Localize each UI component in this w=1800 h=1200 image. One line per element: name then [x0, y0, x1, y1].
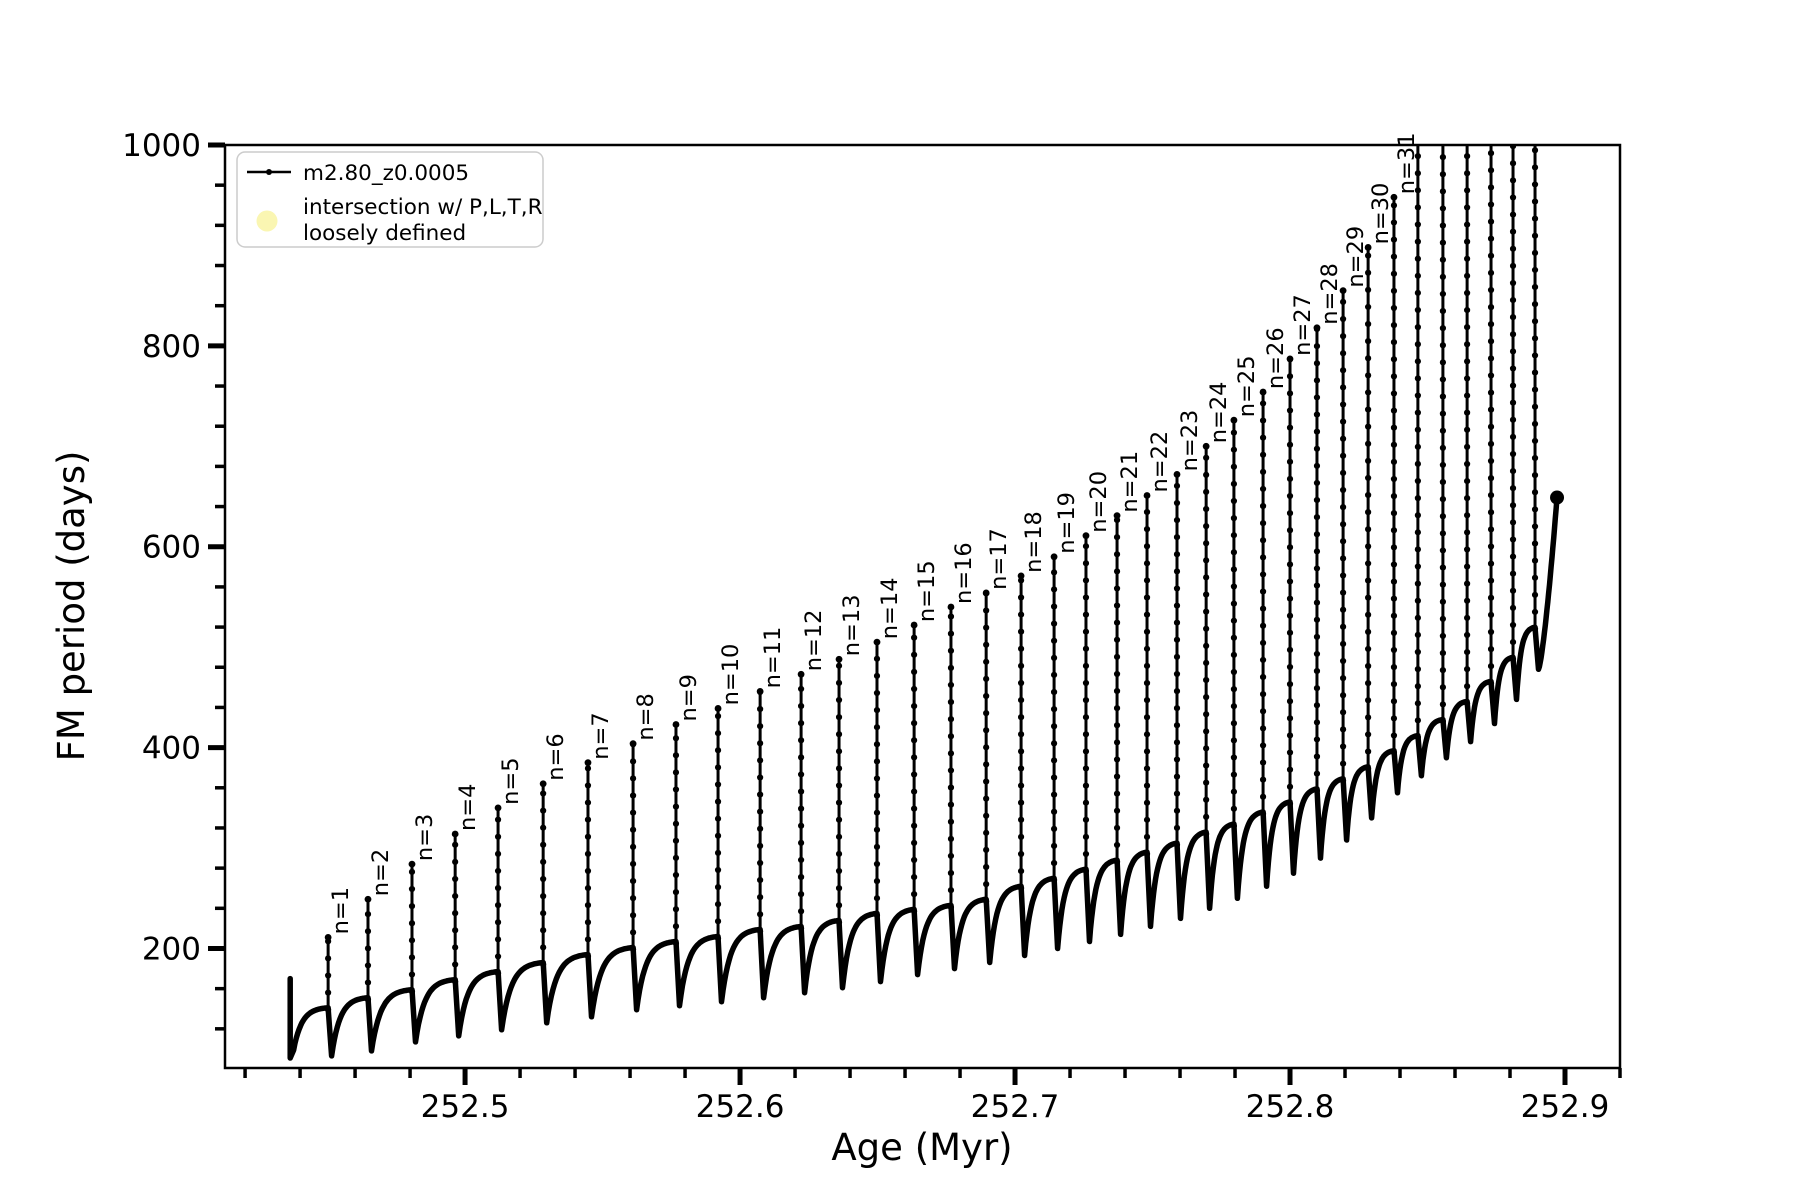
data-series	[287, 144, 1565, 1061]
legend-intersection-marker-icon	[256, 210, 278, 232]
legend-dot-marker	[266, 169, 272, 175]
track-end-point	[1550, 490, 1565, 505]
x-tick-label: 252.7	[971, 1089, 1060, 1125]
spike-top-marker	[1143, 492, 1151, 499]
y-tick-label: 1000	[122, 128, 201, 164]
spike-label: n=4	[455, 784, 481, 831]
spike-label: n=14	[877, 577, 903, 639]
spike-label: n=7	[588, 712, 614, 759]
spike-label: n=23	[1177, 410, 1203, 472]
legend-entry-intersection-line2: loosely defined	[303, 221, 466, 246]
spike-top-marker	[910, 621, 918, 629]
spike-label: n=13	[839, 594, 865, 656]
spike-top-marker	[584, 759, 592, 767]
spike-top-marker	[947, 603, 955, 611]
spike-label: n=10	[718, 644, 744, 706]
spike-label: n=18	[1021, 511, 1047, 573]
spike-top-marker	[835, 655, 843, 663]
spike-top-marker	[1339, 287, 1347, 295]
spike-label: n=6	[543, 733, 569, 780]
axis-ticks	[208, 142, 1622, 1085]
spike-top-marker	[1364, 244, 1372, 251]
spike-top-marker	[1017, 572, 1025, 580]
spike-top-marker	[756, 687, 764, 695]
spike-label: n=26	[1263, 327, 1289, 389]
x-tick-label: 252.6	[696, 1089, 785, 1125]
spike-label: n=12	[801, 610, 827, 672]
spike-top-marker	[629, 740, 637, 747]
spike-top-marker	[873, 638, 881, 646]
spike-top-marker	[1082, 532, 1090, 540]
axis-tick-labels: 252.5 252.6 252.7 252.8 252.9 200 400 600 800 100…	[122, 128, 1609, 1125]
spike-top-marker	[539, 780, 547, 788]
legend-box	[236, 151, 544, 248]
spike-top-marker	[408, 860, 416, 868]
spike-label: n=17	[986, 528, 1012, 590]
spike-top-marker	[1113, 512, 1121, 520]
spike-top-marker	[324, 934, 332, 941]
spike-top-marker	[714, 705, 722, 712]
spike-label: n=21	[1117, 451, 1143, 513]
spike-top-marker	[1202, 442, 1210, 450]
spike-label: n=11	[760, 627, 786, 689]
spike-label: n=31	[1394, 132, 1420, 194]
spike-label: n=1	[328, 887, 354, 934]
spike-label: n=5	[498, 757, 524, 804]
x-tick-label: 252.9	[1521, 1089, 1610, 1125]
spike-top-marker	[494, 804, 502, 812]
spike-top-marker	[1286, 355, 1294, 363]
spike-label: n=27	[1290, 294, 1316, 356]
legend-entry-series: m2.80_z0.0005	[303, 161, 469, 186]
spike-top-marker	[1173, 471, 1181, 478]
spike-label: n=28	[1317, 263, 1343, 325]
spike-top-marker	[1050, 553, 1058, 561]
y-tick-label: 600	[142, 530, 201, 566]
legend-entry-intersection-line1: intersection w/ P,L,T,R	[303, 195, 543, 220]
y-axis-title: FM period (days)	[50, 451, 93, 762]
spike-annotations: n=1 n=2 n=3 n=4 n=5 n=6 n=7 n=8 n=9 n=10 n=11 n=12 n…	[328, 132, 1420, 934]
spike-label: n=9	[676, 674, 702, 721]
spike-label: n=2	[368, 849, 394, 896]
spike-label: n=22	[1147, 431, 1173, 493]
spike-top-marker	[1313, 324, 1321, 332]
spike-label: n=15	[914, 560, 940, 622]
y-tick-label: 400	[142, 731, 201, 767]
spike-label: n=16	[951, 542, 977, 604]
legend: m2.80_z0.0005 intersection w/ P,L,T,R lo…	[236, 151, 544, 248]
spike-top-marker	[451, 830, 459, 838]
spike-label: n=24	[1206, 382, 1232, 444]
spike-top-marker	[797, 670, 805, 678]
spike-label: n=25	[1234, 355, 1260, 417]
spike-label: n=19	[1054, 492, 1080, 554]
spike-label: n=3	[412, 814, 438, 861]
spike-top-marker	[672, 721, 680, 728]
spike-top-marker	[1259, 388, 1267, 396]
x-tick-label: 252.5	[421, 1089, 510, 1125]
spike-top-marker	[1390, 193, 1398, 201]
spike-top-marker	[1230, 416, 1238, 424]
spike-label: n=8	[633, 693, 659, 740]
x-tick-label: 252.8	[1246, 1089, 1335, 1125]
spike-label: n=30	[1368, 183, 1394, 245]
spike-top-marker	[364, 895, 372, 903]
plot-frame	[223, 143, 1622, 1070]
spike-label: n=20	[1086, 471, 1112, 533]
spike-label: n=29	[1343, 226, 1369, 288]
spike-top-marker	[982, 589, 990, 597]
x-axis-title: Age (Myr)	[831, 1126, 1012, 1169]
y-tick-label: 800	[142, 329, 201, 365]
y-tick-label: 200	[142, 931, 201, 967]
